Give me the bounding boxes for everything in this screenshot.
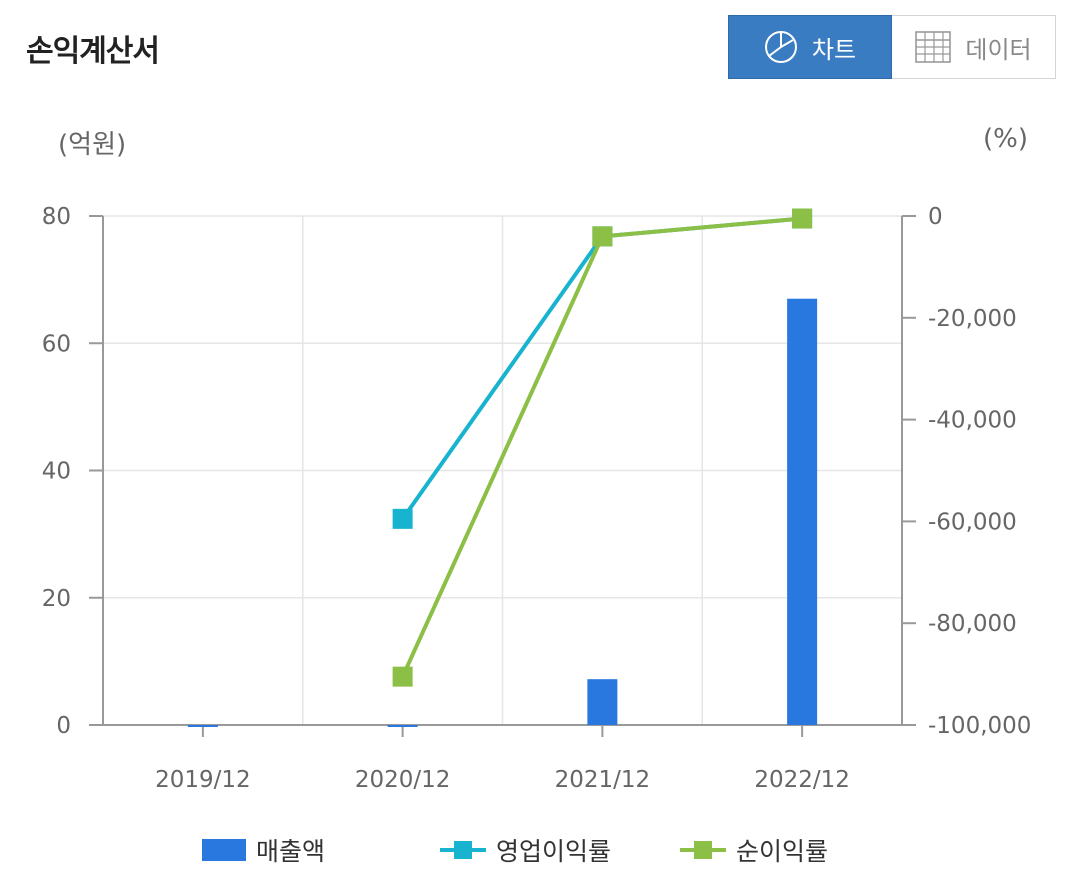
view-toggle: 차트 데이터	[728, 15, 1056, 79]
left-tick-label: 80	[42, 204, 71, 230]
net-margin-point	[792, 208, 813, 229]
net-margin-point	[392, 666, 413, 687]
legend-label-revenue: 매출액	[256, 837, 326, 866]
net-margin-point	[592, 226, 613, 247]
revenue-bar	[387, 725, 418, 727]
right-tick-label: -60,000	[928, 509, 1017, 535]
legend-item-op-margin[interactable]: 영업이익률	[440, 828, 611, 872]
income-chart: 0 20 40 60 80 0 -20,000 -40,000 -60,000 -80,000 -1…	[42, 204, 1032, 793]
x-tick-label: 2022/12	[754, 767, 850, 793]
x-tick-label: 2020/12	[355, 767, 451, 793]
x-tick-label: 2021/12	[555, 767, 651, 793]
legend-label-op-margin: 영업이익률	[496, 837, 612, 866]
left-axis-unit: (억원)	[58, 130, 127, 160]
pie-chart-icon	[764, 31, 797, 63]
op-margin-line	[400, 216, 803, 521]
table-grid-icon	[915, 31, 952, 63]
revenue-bar	[787, 298, 818, 725]
legend-line-swatch	[440, 841, 486, 859]
chart-legend: 매출액 영업이익률 순이익률	[0, 828, 1080, 872]
right-tick-label: -40,000	[928, 408, 1017, 434]
legend-label-net-margin: 순이익률	[736, 837, 829, 866]
right-tick-label: 0	[928, 204, 943, 230]
right-tick-label: -20,000	[928, 306, 1017, 332]
x-tick-label: 2019/12	[155, 767, 251, 793]
right-tick-label: -80,000	[928, 611, 1017, 637]
revenue-bar	[587, 679, 618, 725]
legend-line-swatch	[680, 841, 726, 859]
chart-view-button[interactable]: 차트	[728, 15, 892, 79]
op-margin-point	[392, 508, 413, 529]
net-margin-line	[400, 216, 803, 678]
chart-view-label: 차트	[811, 35, 857, 64]
left-tick-label: 40	[42, 459, 71, 485]
right-tick-label: -100,000	[928, 713, 1031, 739]
left-tick-label: 0	[56, 713, 71, 739]
data-view-button[interactable]: 데이터	[892, 15, 1056, 79]
revenue-bar	[187, 725, 218, 727]
left-tick-label: 60	[42, 331, 71, 357]
legend-bar-swatch	[202, 839, 246, 861]
legend-item-net-margin[interactable]: 순이익률	[680, 828, 828, 872]
legend-item-revenue[interactable]: 매출액	[202, 828, 325, 872]
right-axis-unit: (%)	[983, 124, 1028, 154]
data-view-label: 데이터	[965, 35, 1032, 64]
page-title: 손익계산서	[26, 34, 160, 69]
left-tick-label: 20	[42, 586, 71, 612]
